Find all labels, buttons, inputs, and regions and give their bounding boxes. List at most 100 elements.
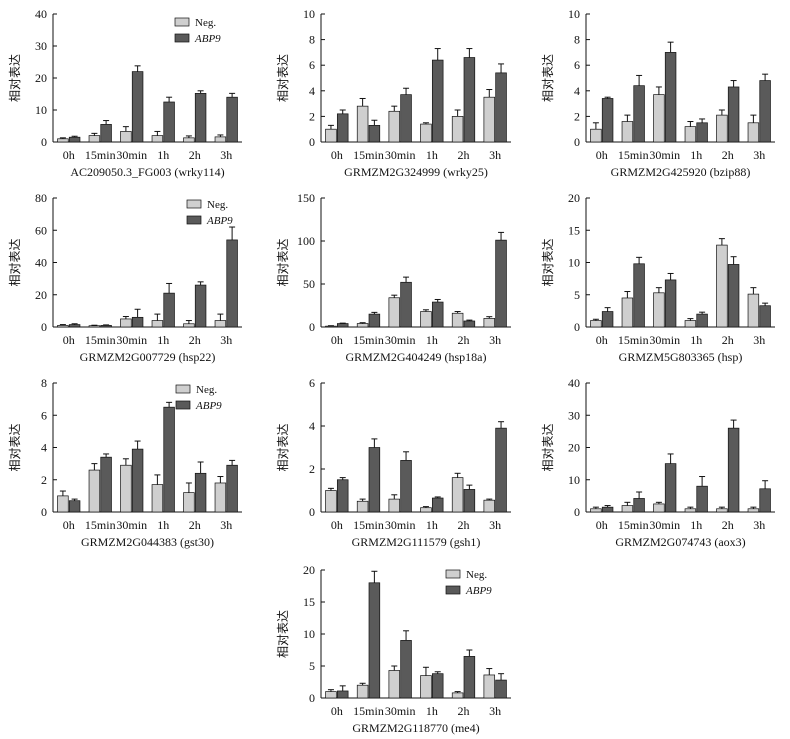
bar-abp9-0h	[601, 506, 614, 513]
bar-abp9-2h	[194, 472, 207, 513]
panel-title: GRMZM2G074743 (aox3)	[615, 535, 745, 549]
y-tick-label: 20	[35, 71, 47, 85]
bar-neg-3h	[747, 122, 760, 143]
x-tick-label: 2h	[189, 333, 201, 347]
x-tick-label: 1h	[690, 148, 702, 162]
y-tick-label: 8	[309, 33, 315, 47]
legend-swatch-abp9	[174, 33, 190, 43]
panel-title: GRMZM5G803365 (hsp)	[619, 350, 743, 364]
bar-neg-3h	[214, 136, 227, 143]
y-tick-label: 30	[568, 408, 580, 422]
y-tick-label: 150	[297, 191, 315, 205]
bar-abp9-2h	[727, 264, 740, 328]
bar-neg-0h	[325, 490, 337, 513]
x-tick-label: 2h	[458, 518, 470, 532]
y-axis-label: 相对表达	[276, 238, 290, 286]
bar-neg-2h	[716, 508, 728, 513]
bar-abp9-15min	[368, 582, 381, 699]
bar-neg-2h	[183, 492, 195, 513]
bar-neg-30min	[388, 110, 401, 143]
y-tick-label: 10	[568, 7, 580, 21]
bar-neg-15min	[356, 105, 369, 143]
bar-neg-1h	[684, 508, 697, 513]
bar-abp9-15min	[368, 125, 381, 143]
x-tick-label: 2h	[722, 333, 734, 347]
bar-abp9-1h	[696, 313, 708, 328]
x-tick-label: 0h	[596, 333, 608, 347]
bar-abp9-0h	[68, 324, 81, 328]
y-tick-label: 4	[41, 441, 47, 455]
panel-title: GRMZM2G425920 (bzip88)	[611, 165, 751, 179]
bar-abp9-3h	[759, 80, 771, 143]
bar-abp9-0h	[336, 323, 349, 328]
y-axis-label: 相对表达	[276, 54, 290, 102]
bar-abp9-3h	[759, 305, 771, 328]
chart-panel-9: 0 10 20 30 40 相对表达 0h 15min 30min 1h 2h 3h GRMZM2G07…	[541, 376, 775, 549]
x-tick-label: 0h	[596, 148, 608, 162]
panel-title: GRMZM2G118770 (me4)	[352, 721, 479, 735]
legend: Neg. ABP9	[186, 199, 233, 227]
bar-neg-1h	[684, 126, 697, 143]
x-tick-label: 30min	[385, 333, 416, 347]
y-tick-label: 0	[309, 320, 315, 334]
bar-neg-0h	[325, 128, 337, 143]
y-axis-label: 相对表达	[8, 423, 22, 471]
chart-panel-4: 0 20 40 60 80 相对表达 0h 15min 30min 1h 2h 3h GRMZM2G00…	[8, 191, 242, 364]
bar-neg-1h	[420, 675, 432, 699]
y-tick-label: 10	[568, 256, 580, 270]
bar-abp9-3h	[226, 96, 238, 143]
bar-neg-0h	[325, 325, 337, 328]
legend-label-abp9: ABP9	[465, 585, 492, 597]
bar-neg-0h	[57, 138, 69, 143]
legend-label-neg: Neg.	[466, 569, 487, 581]
bar-abp9-15min	[633, 263, 645, 328]
bar-abp9-0h	[68, 500, 81, 513]
x-tick-label: 1h	[157, 333, 169, 347]
y-tick-label: 40	[35, 7, 47, 21]
x-tick-label: 30min	[649, 518, 680, 532]
x-tick-label: 1h	[426, 333, 438, 347]
bar-abp9-3h	[226, 239, 238, 328]
x-tick-label: 3h	[220, 518, 232, 532]
chart-panel-10: 0 5 10 15 20 相对表达 0h 15min 30min 1h 2h 3h GRMZM2G118…	[276, 563, 511, 735]
bar-neg-0h	[57, 495, 69, 513]
bar-neg-2h	[183, 137, 195, 143]
y-tick-label: 15	[568, 223, 580, 237]
y-tick-label: 0	[309, 691, 315, 705]
bar-abp9-3h	[495, 72, 507, 143]
bar-abp9-30min	[664, 463, 677, 513]
bar-abp9-0h	[601, 98, 614, 143]
y-tick-label: 60	[35, 223, 47, 237]
bar-neg-3h	[483, 96, 496, 143]
y-tick-label: 10	[303, 7, 315, 21]
bar-neg-3h	[214, 320, 227, 328]
panel-title: GRMZM2G044383 (gst30)	[81, 535, 214, 549]
x-tick-label: 2h	[722, 518, 734, 532]
x-tick-label: 2h	[458, 704, 470, 718]
bar-abp9-15min	[100, 124, 112, 143]
bar-abp9-30min	[400, 460, 412, 513]
x-tick-label: 15min	[353, 333, 384, 347]
x-tick-label: 3h	[220, 148, 232, 162]
y-tick-label: 4	[574, 84, 580, 98]
bar-neg-15min	[621, 505, 634, 513]
bar-neg-3h	[483, 674, 496, 699]
y-tick-label: 100	[297, 234, 315, 248]
bar-neg-15min	[88, 325, 101, 328]
bar-neg-30min	[120, 131, 132, 143]
bar-abp9-3h	[495, 679, 507, 699]
legend-swatch-neg	[445, 569, 461, 579]
y-tick-label: 0	[41, 320, 47, 334]
y-tick-label: 20	[303, 563, 315, 577]
bar-abp9-2h	[194, 284, 207, 328]
y-tick-label: 10	[35, 103, 47, 117]
bar-neg-3h	[483, 318, 496, 328]
bar-neg-30min	[120, 318, 132, 328]
x-tick-label: 0h	[63, 333, 75, 347]
bar-abp9-30min	[131, 71, 144, 143]
bar-neg-30min	[653, 292, 665, 328]
bar-neg-2h	[451, 116, 464, 143]
bar-neg-2h	[183, 323, 195, 328]
bar-abp9-3h	[495, 427, 507, 513]
legend-label-abp9: ABP9	[206, 215, 233, 227]
